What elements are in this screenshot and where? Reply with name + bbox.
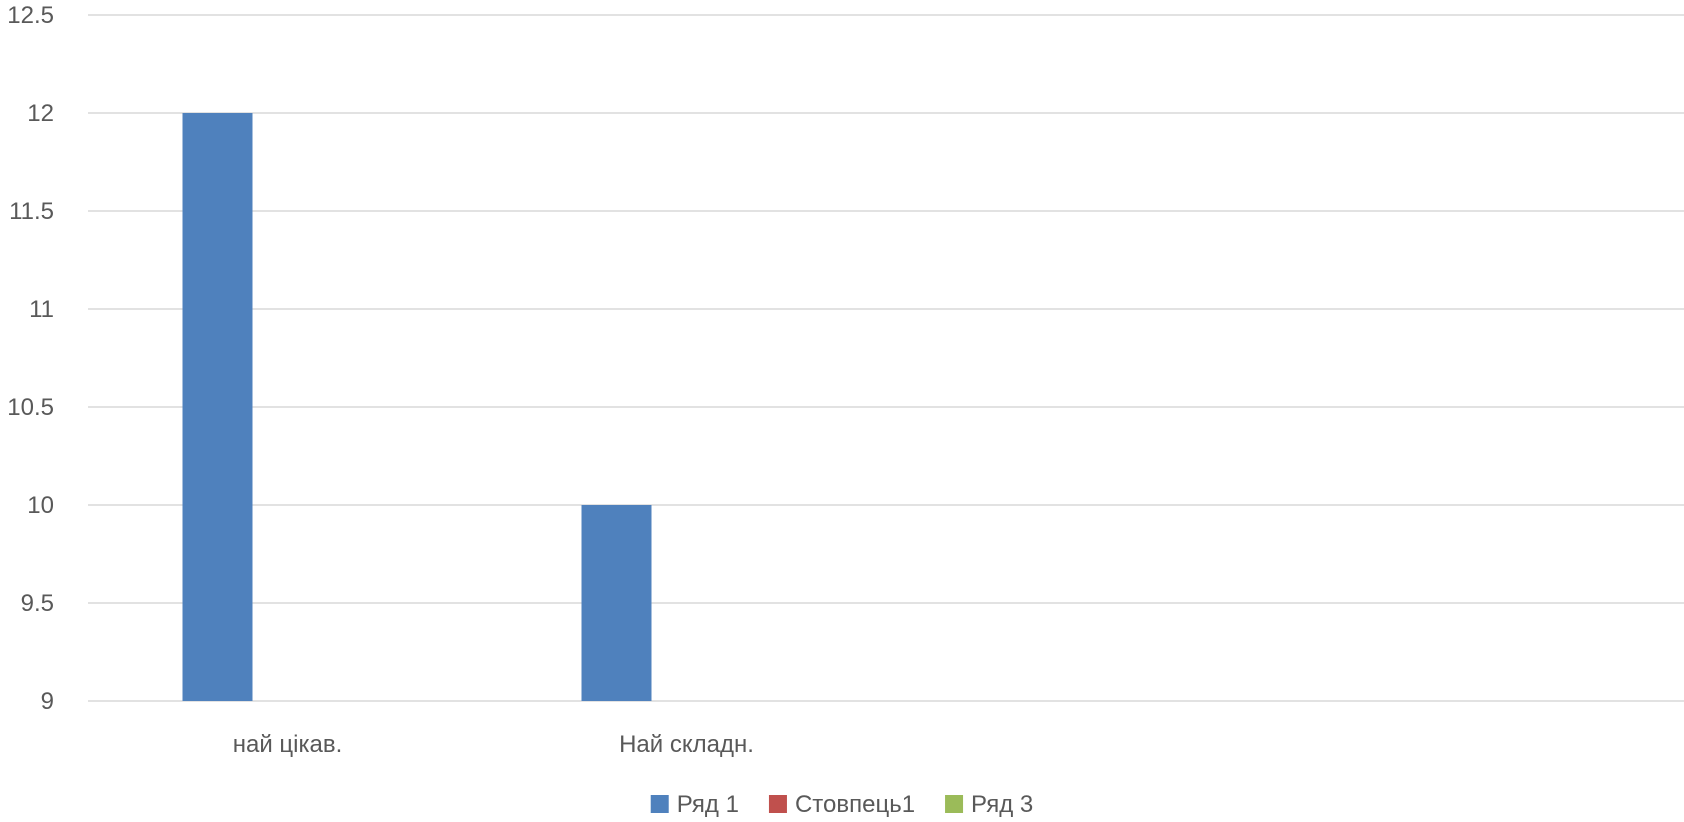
legend-swatch-1 xyxy=(650,795,669,813)
y-tick-label: 12.5 xyxy=(7,2,54,29)
y-axis-tick-labels: 9 9.5 10 10.5 11 11.5 12 12.5 xyxy=(7,2,54,715)
y-tick-label: 11 xyxy=(29,296,54,323)
y-tick-label: 10.5 xyxy=(7,394,54,421)
x-axis-category-labels: най цікав. Най складн. xyxy=(233,731,754,758)
legend-label: Ряд 1 xyxy=(677,791,739,818)
legend-swatch-3 xyxy=(945,795,964,813)
y-tick-label: 11.5 xyxy=(9,198,54,225)
bars xyxy=(182,113,652,701)
x-category-label: Най складн. xyxy=(619,731,754,758)
x-category-label: най цікав. xyxy=(233,731,343,758)
y-tick-label: 9 xyxy=(41,688,54,715)
y-tick-label: 12 xyxy=(27,100,54,127)
bar-1-series-1 xyxy=(182,113,253,701)
gridlines xyxy=(88,14,1684,702)
legend: Ряд 1 Стовпець1 Ряд 3 xyxy=(650,791,1033,818)
y-tick-label: 9.5 xyxy=(21,590,54,617)
y-tick-label: 10 xyxy=(27,492,54,519)
legend-label: Стовпець1 xyxy=(795,791,915,818)
legend-swatch-2 xyxy=(768,795,787,813)
legend-label: Ряд 3 xyxy=(971,791,1033,818)
bar-2-series-1 xyxy=(581,505,652,701)
